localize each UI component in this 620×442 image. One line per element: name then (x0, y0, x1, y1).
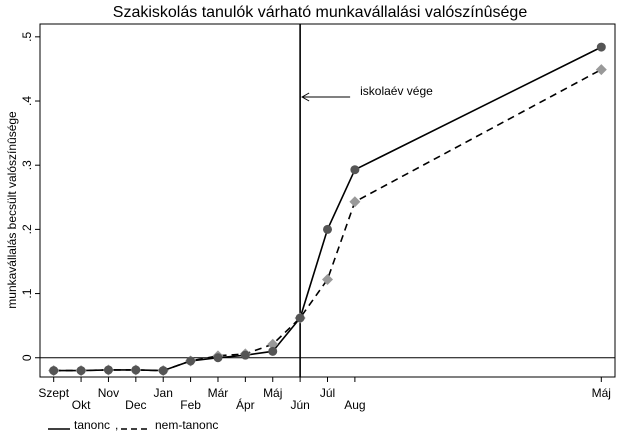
legend-label-nem-tanonc: nem-tanonc (155, 418, 218, 432)
series-line-nem-tanonc (53, 68, 602, 372)
point-tanonc (323, 224, 332, 234)
x-tick-label: Feb (180, 398, 201, 412)
x-tick-label: Jún (290, 398, 309, 412)
series-line-tanonc (53, 46, 602, 372)
x-tick-label: Jan (154, 386, 173, 400)
x-tick-label: Júl (320, 386, 335, 400)
legend-label-tanonc: tanonc (74, 418, 110, 432)
y-tick-label: .4 (20, 96, 34, 106)
x-tick-label: Nov (98, 386, 119, 400)
x-tick-label: Már (208, 386, 229, 400)
chart-title: Szakiskolás tanulók várható munkavállalá… (113, 4, 528, 21)
point-tanonc (49, 366, 59, 376)
x-tick-label: Okt (72, 398, 91, 412)
x-tick-label: Máj (592, 386, 611, 400)
x-tick-label: Ápr (236, 397, 255, 412)
legend-separator: , (115, 418, 118, 432)
point-tanonc (596, 42, 606, 52)
school-year-end-marker: iskolaév vége (299, 24, 433, 377)
point-nem-tanonc (595, 64, 607, 76)
point-tanonc (213, 353, 223, 363)
legend: tanonc , nem-tanonc (48, 418, 218, 432)
y-tick-label: 0 (20, 354, 34, 361)
y-tick-label: .2 (20, 224, 34, 234)
school-year-end-arrowhead (301, 92, 310, 102)
point-nem-tanonc (322, 273, 333, 285)
series-layer (48, 42, 607, 377)
point-nem-tanonc (349, 196, 361, 208)
y-tick-label: .1 (20, 288, 34, 298)
point-tanonc (131, 365, 141, 375)
y-tick-label: .5 (20, 32, 34, 42)
school-year-end-label: iskolaév vége (360, 84, 433, 98)
point-nem-tanonc (267, 338, 279, 350)
x-tick-label: Dec (125, 398, 146, 412)
y-tick-label: .3 (20, 160, 34, 170)
point-tanonc (186, 356, 196, 366)
x-tick-label: Máj (263, 386, 282, 400)
point-tanonc (76, 366, 86, 376)
y-axis-label: munkavállalás becsült valószínûsége (5, 111, 19, 309)
point-tanonc (350, 165, 360, 175)
point-tanonc (103, 365, 113, 375)
plot-frame (39, 23, 616, 378)
y-axis: 0 .1 .2 .3 .4 .5 (20, 32, 40, 361)
point-tanonc (158, 366, 168, 376)
point-tanonc (240, 350, 250, 360)
point-tanonc (295, 313, 305, 323)
x-tick-label: Szept (38, 386, 69, 400)
point-tanonc (268, 346, 278, 356)
x-tick-label: Aug (344, 398, 365, 412)
